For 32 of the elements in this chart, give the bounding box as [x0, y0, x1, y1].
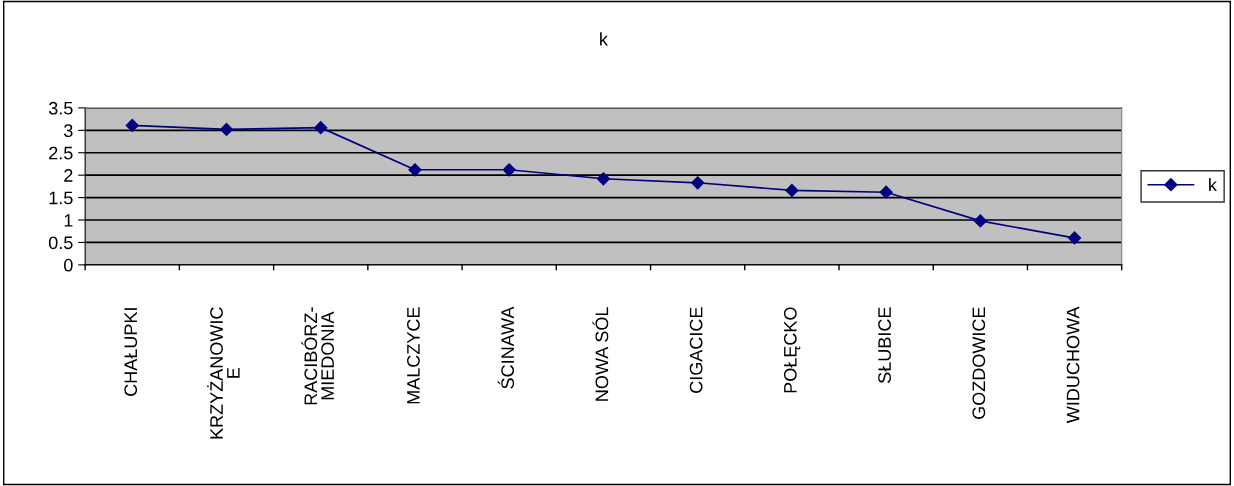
y-tick-label: 3: [63, 124, 73, 138]
x-tick-label: GOZDOWICE: [972, 307, 986, 419]
y-tick-label: 2.5: [49, 146, 73, 160]
point: [219, 122, 234, 137]
y-tick-label: 0: [64, 258, 73, 272]
point: [314, 121, 328, 135]
y-tick-label: 0.5: [48, 236, 73, 250]
x-tick-label: NOWA SÓL: [592, 307, 609, 401]
x-tick-label: ŚCINAWA: [497, 306, 515, 389]
x-tick-label: MALCZYCE: [407, 307, 420, 404]
legend-label: k: [1209, 177, 1217, 192]
point: [691, 176, 705, 190]
y-tick-label: 1: [64, 214, 73, 227]
x-tick-label: SŁUBICE: [878, 307, 891, 383]
y-tick-label: 1.5: [49, 191, 73, 205]
x-tick-label: KRZYŻANOWICE: [207, 307, 240, 439]
point: [973, 214, 987, 228]
x-tick-label: WIDUCHOWA: [1066, 306, 1080, 424]
x-tick-label: CHAŁUPKI: [124, 308, 138, 396]
y-tick-label: 2: [64, 169, 73, 182]
x-tick-label: POŁĘCKO: [783, 307, 801, 393]
x-tick-label: CIGACICE: [689, 307, 703, 393]
chart-title: k: [600, 32, 608, 46]
point: [408, 163, 422, 177]
point: [879, 185, 893, 199]
point: [1068, 231, 1082, 245]
y-tick-label: 3.5: [48, 101, 73, 115]
point: [596, 172, 611, 186]
point: [785, 183, 799, 198]
point: [125, 118, 139, 132]
point: [502, 163, 516, 177]
x-tick-label: RACIBÓRZ-MIEDONIA: [301, 307, 334, 405]
